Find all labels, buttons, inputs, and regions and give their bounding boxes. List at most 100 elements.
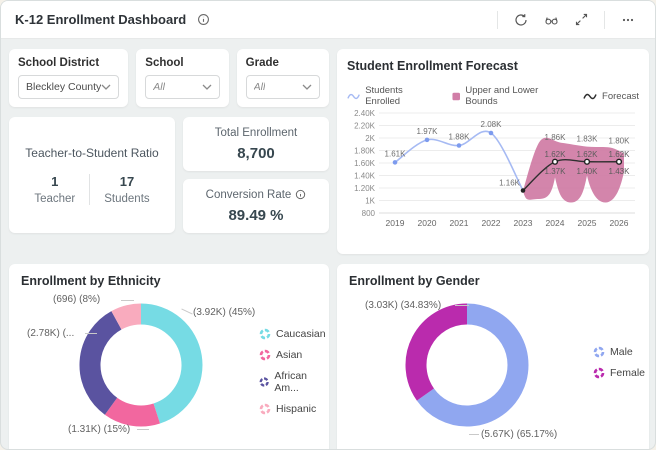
legend-female[interactable]: Female xyxy=(593,367,645,379)
ethnicity-donut-chart xyxy=(79,303,203,427)
dropdown-value: All xyxy=(253,81,266,93)
ethnicity-legend: Caucasian Asian African Am... Hispanic xyxy=(259,328,326,415)
y-tick-label: 2.40K xyxy=(354,109,376,118)
y-tick-label: 2K xyxy=(365,134,375,143)
donut-legend-icon xyxy=(593,346,605,358)
donut-slice-african-am[interactable] xyxy=(79,311,122,415)
callout-connector xyxy=(137,429,149,430)
header-bar: K-12 Enrollment Dashboard xyxy=(1,1,655,39)
filter-label: Grade xyxy=(245,57,279,69)
conversion-rate-title: Conversion Rate xyxy=(205,188,292,201)
area-series-icon xyxy=(452,92,460,100)
ethnicity-title: Enrollment by Ethnicity xyxy=(21,274,161,288)
ethnicity-chart-body: (696) (8%) (3.92K) (45%) (2.78K) (... (1… xyxy=(21,288,326,446)
school-district-dropdown[interactable]: Bleckley County xyxy=(18,75,120,99)
y-tick-label: 1.80K xyxy=(354,147,376,156)
teacher-label: Teacher xyxy=(34,192,76,205)
legend-students-enrolled[interactable]: Students Enrolled xyxy=(347,85,436,107)
toolbar-divider xyxy=(604,10,605,29)
legend-asian[interactable]: Asian xyxy=(259,349,326,361)
legend-african-american[interactable]: African Am... xyxy=(259,370,326,394)
point-label: 1.61K xyxy=(385,149,407,158)
forecast-chart: 2.40K 2.20K 2K 1.80K 1.60K 1.40K 1.20K 1K 800 201… xyxy=(354,109,635,228)
x-tick-label: 2024 xyxy=(546,218,565,228)
lower-bound-label: 1.43K xyxy=(609,167,631,176)
legend-male[interactable]: Male xyxy=(593,346,645,358)
point-label: 1.97K xyxy=(417,127,439,136)
title-info-icon[interactable] xyxy=(194,11,212,29)
conversion-info-icon[interactable] xyxy=(295,189,306,200)
x-tick-label: 2025 xyxy=(578,218,597,228)
y-tick-label: 1.40K xyxy=(354,172,376,181)
donut-slice-caucasian[interactable] xyxy=(140,303,203,424)
upper-bound-label: 1.83K xyxy=(577,135,599,144)
preview-icon[interactable] xyxy=(538,7,564,33)
data-labels: 1.61K 1.97K 1.88K 2.08K 1.16K 1.86K 1.62K 1.37K… xyxy=(385,120,631,188)
y-axis-ticks: 2.40K 2.20K 2K 1.80K 1.60K 1.40K 1.20K 1K 800 xyxy=(354,109,376,218)
chevron-down-icon xyxy=(302,84,312,90)
callout-asian: (1.31K) (15%) xyxy=(68,424,131,435)
school-dropdown[interactable]: All xyxy=(145,75,220,99)
legend-hispanic[interactable]: Hispanic xyxy=(259,403,326,415)
ethnicity-card: Enrollment by Ethnicity (696) (8%) (3.92… xyxy=(9,264,329,449)
filter-label: School xyxy=(145,57,184,69)
conversion-rate-value: 89.49 % xyxy=(228,206,284,224)
callout-hispanic: (696) (8%) xyxy=(53,294,101,305)
data-point xyxy=(583,158,591,165)
data-point xyxy=(488,130,494,136)
y-tick-label: 1.20K xyxy=(354,184,376,193)
conversion-rate-card: Conversion Rate 89.49 % xyxy=(183,179,329,233)
line-series-icon xyxy=(583,93,597,99)
gridlines xyxy=(379,112,635,214)
donut-legend-icon xyxy=(259,328,271,340)
student-label: Students xyxy=(104,192,150,205)
forecast-label: 1.62K xyxy=(609,150,631,159)
point-label: 1.88K xyxy=(449,133,471,142)
filter-school-district: School District Bleckley County xyxy=(9,49,129,107)
y-tick-label: 1.60K xyxy=(354,159,376,168)
upper-bound-label: 1.80K xyxy=(609,137,631,146)
point-label: 2.08K xyxy=(481,120,503,129)
gender-chart-body: (3.03K) (34.83%) (5.67K) (65.17%) Male F… xyxy=(349,288,645,446)
bounds-band xyxy=(523,137,624,203)
refresh-icon[interactable] xyxy=(508,7,534,33)
data-point xyxy=(456,143,462,148)
fullscreen-icon[interactable] xyxy=(568,7,594,33)
dropdown-value: Bleckley County xyxy=(26,81,102,93)
data-point xyxy=(424,137,430,143)
x-tick-label: 2022 xyxy=(482,218,501,228)
callout-african-american: (2.78K) (... xyxy=(27,328,75,339)
filter-row: School District Bleckley County School A… xyxy=(9,49,330,107)
callout-connector xyxy=(469,434,479,435)
legend-caucasian[interactable]: Caucasian xyxy=(259,328,326,340)
callout-connector xyxy=(121,300,134,301)
more-icon[interactable] xyxy=(615,7,641,33)
donut-slice-asian[interactable] xyxy=(104,397,161,427)
legend-forecast[interactable]: Forecast xyxy=(583,91,639,102)
data-point xyxy=(615,158,623,165)
donut-slice-female[interactable] xyxy=(405,303,468,401)
donut-slice-male[interactable] xyxy=(416,303,529,427)
filter-grade: Grade All xyxy=(236,49,330,107)
teacher-count: 1 xyxy=(51,173,59,189)
lower-bound-label: 1.40K xyxy=(577,167,599,176)
point-label: 1.16K xyxy=(499,179,521,188)
callout-caucasian: (3.92K) (45%) xyxy=(193,307,256,318)
filter-school: School All xyxy=(136,49,229,107)
filter-label: School District xyxy=(18,57,100,69)
dropdown-value: All xyxy=(153,81,165,93)
upper-bound-label: 1.86K xyxy=(545,133,567,142)
donut-legend-icon xyxy=(259,349,271,361)
ratio-title: Teacher-to-Student Ratio xyxy=(25,145,159,160)
callout-connector xyxy=(85,333,97,334)
donut-slice-hispanic[interactable] xyxy=(111,303,142,330)
legend-upper-lower-bounds[interactable]: Upper and Lower Bounds xyxy=(452,85,567,107)
x-tick-label: 2026 xyxy=(610,218,629,228)
gender-donut-chart xyxy=(405,303,529,427)
data-point xyxy=(392,160,398,165)
line-series-icon xyxy=(347,93,360,99)
callout-male: (5.67K) (65.17%) xyxy=(481,429,558,440)
grade-dropdown[interactable]: All xyxy=(245,75,321,99)
page-title: K-12 Enrollment Dashboard xyxy=(15,12,187,27)
